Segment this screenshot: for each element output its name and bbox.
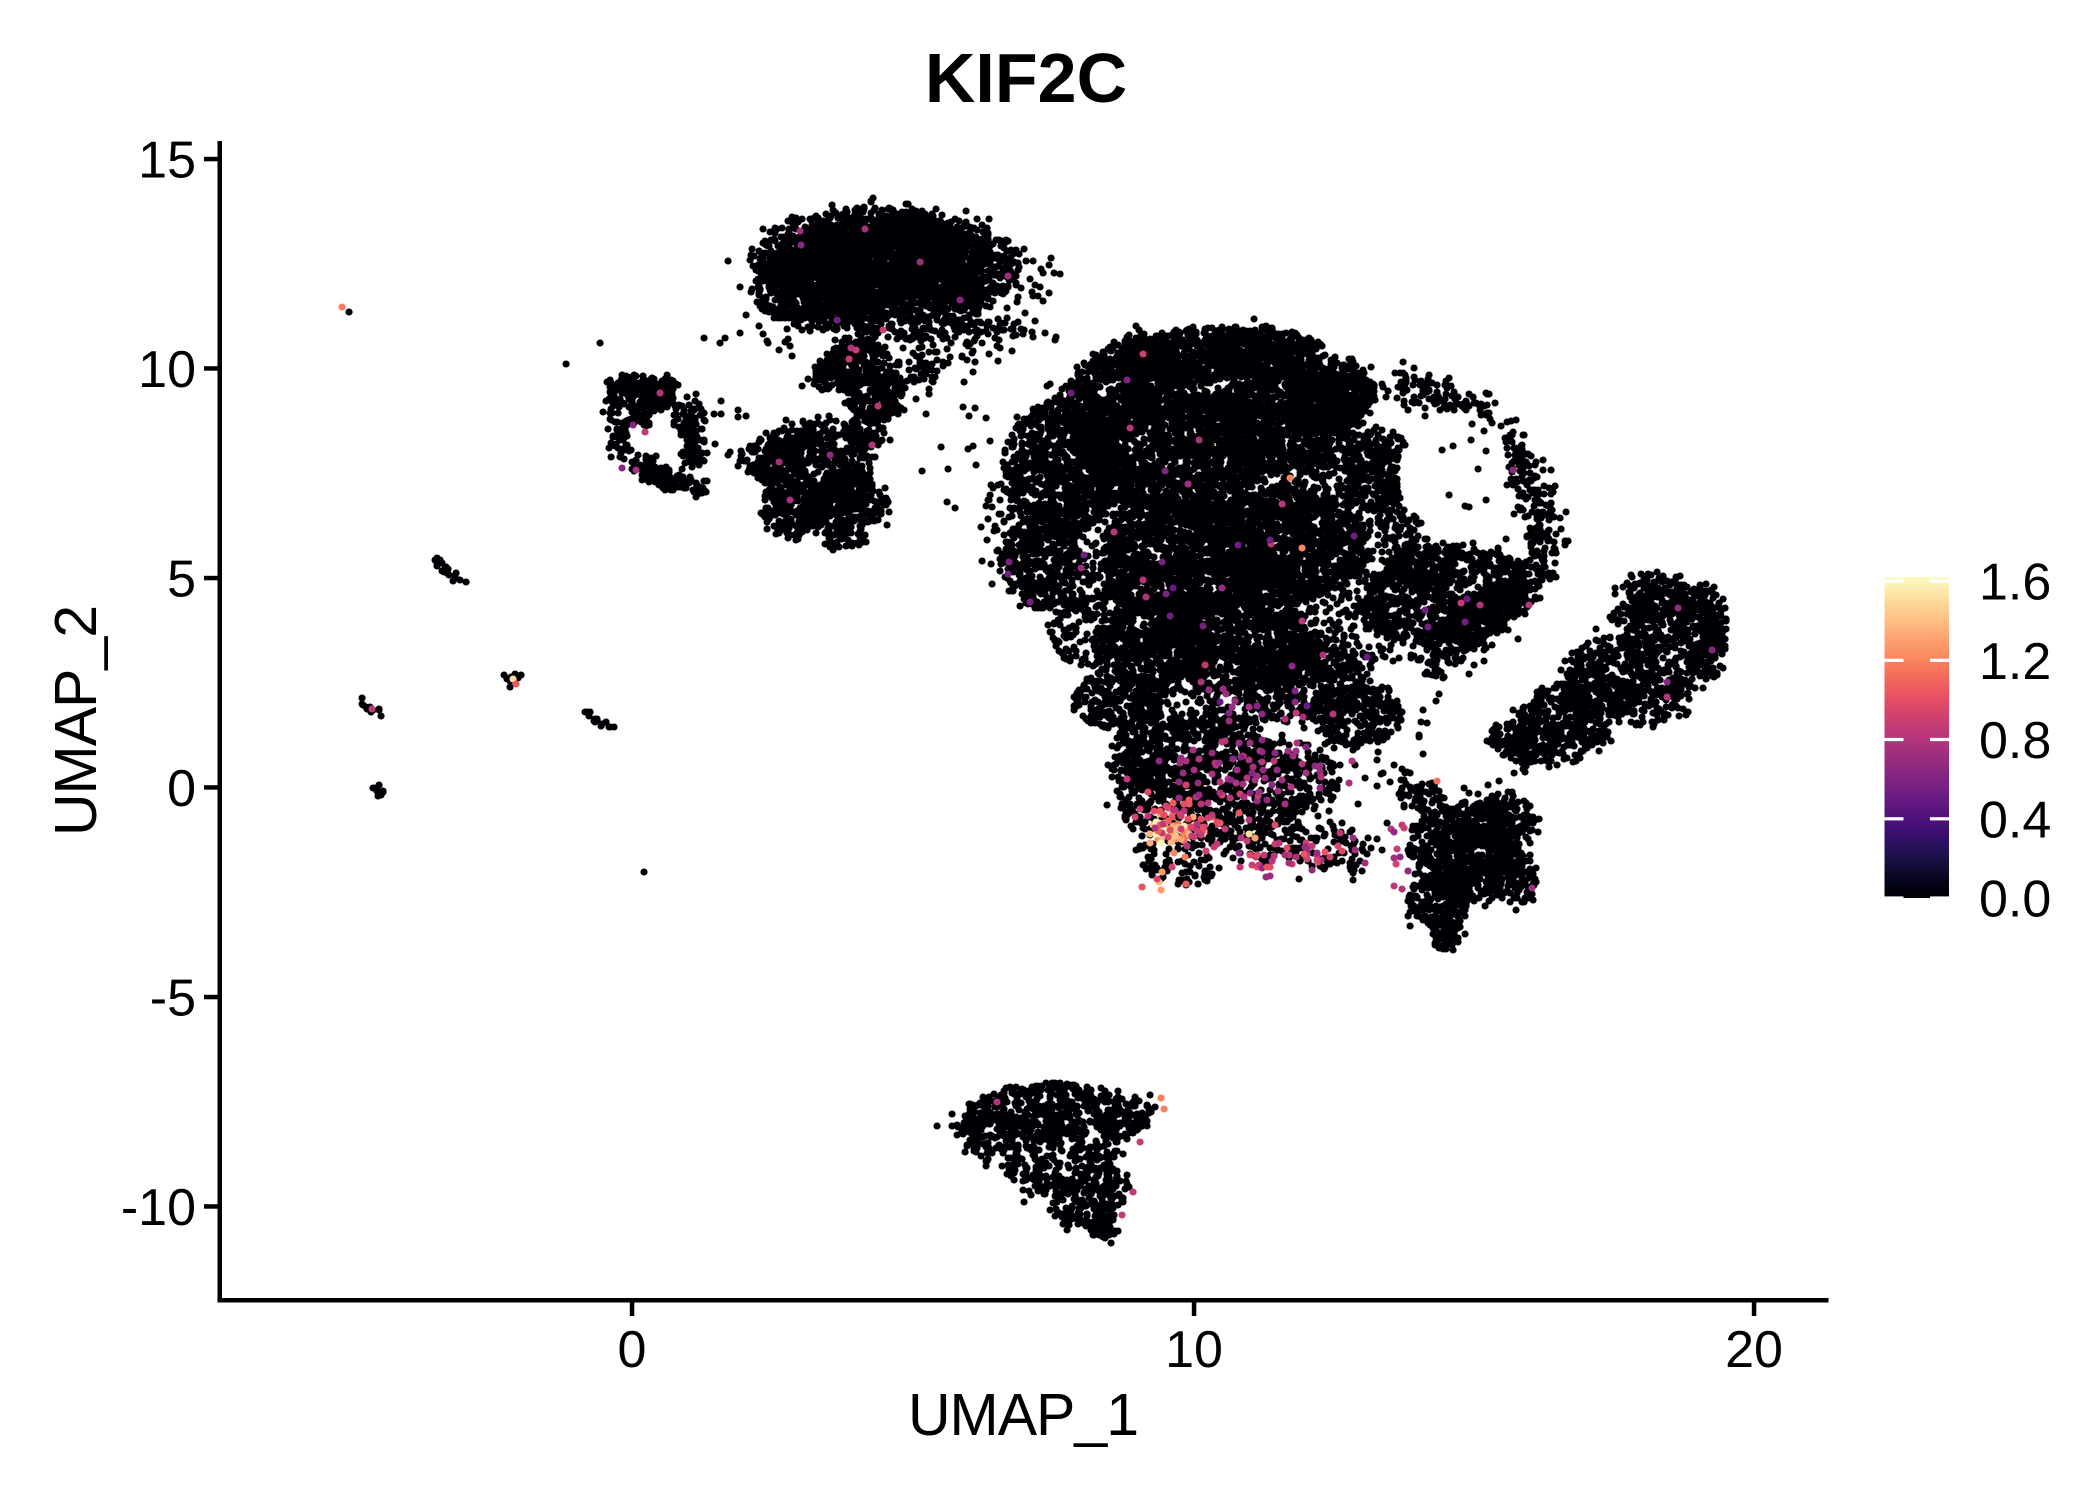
- svg-text:UMAP_2: UMAP_2: [43, 606, 109, 836]
- svg-text:-5: -5: [150, 970, 196, 1028]
- svg-text:0.0: 0.0: [1979, 871, 2051, 929]
- svg-text:15: 15: [138, 132, 196, 190]
- svg-text:-10: -10: [121, 1179, 196, 1237]
- svg-text:KIF2C: KIF2C: [925, 39, 1127, 117]
- svg-text:0.8: 0.8: [1979, 712, 2051, 770]
- svg-text:0: 0: [618, 1321, 647, 1379]
- svg-text:0.4: 0.4: [1979, 791, 2051, 849]
- svg-text:1.2: 1.2: [1979, 633, 2051, 691]
- svg-text:UMAP_1: UMAP_1: [908, 1382, 1138, 1448]
- svg-text:20: 20: [1725, 1321, 1783, 1379]
- svg-text:5: 5: [167, 551, 196, 609]
- svg-text:10: 10: [138, 341, 196, 399]
- svg-text:0: 0: [167, 760, 196, 818]
- svg-text:10: 10: [1165, 1321, 1223, 1379]
- svg-text:1.6: 1.6: [1979, 554, 2051, 612]
